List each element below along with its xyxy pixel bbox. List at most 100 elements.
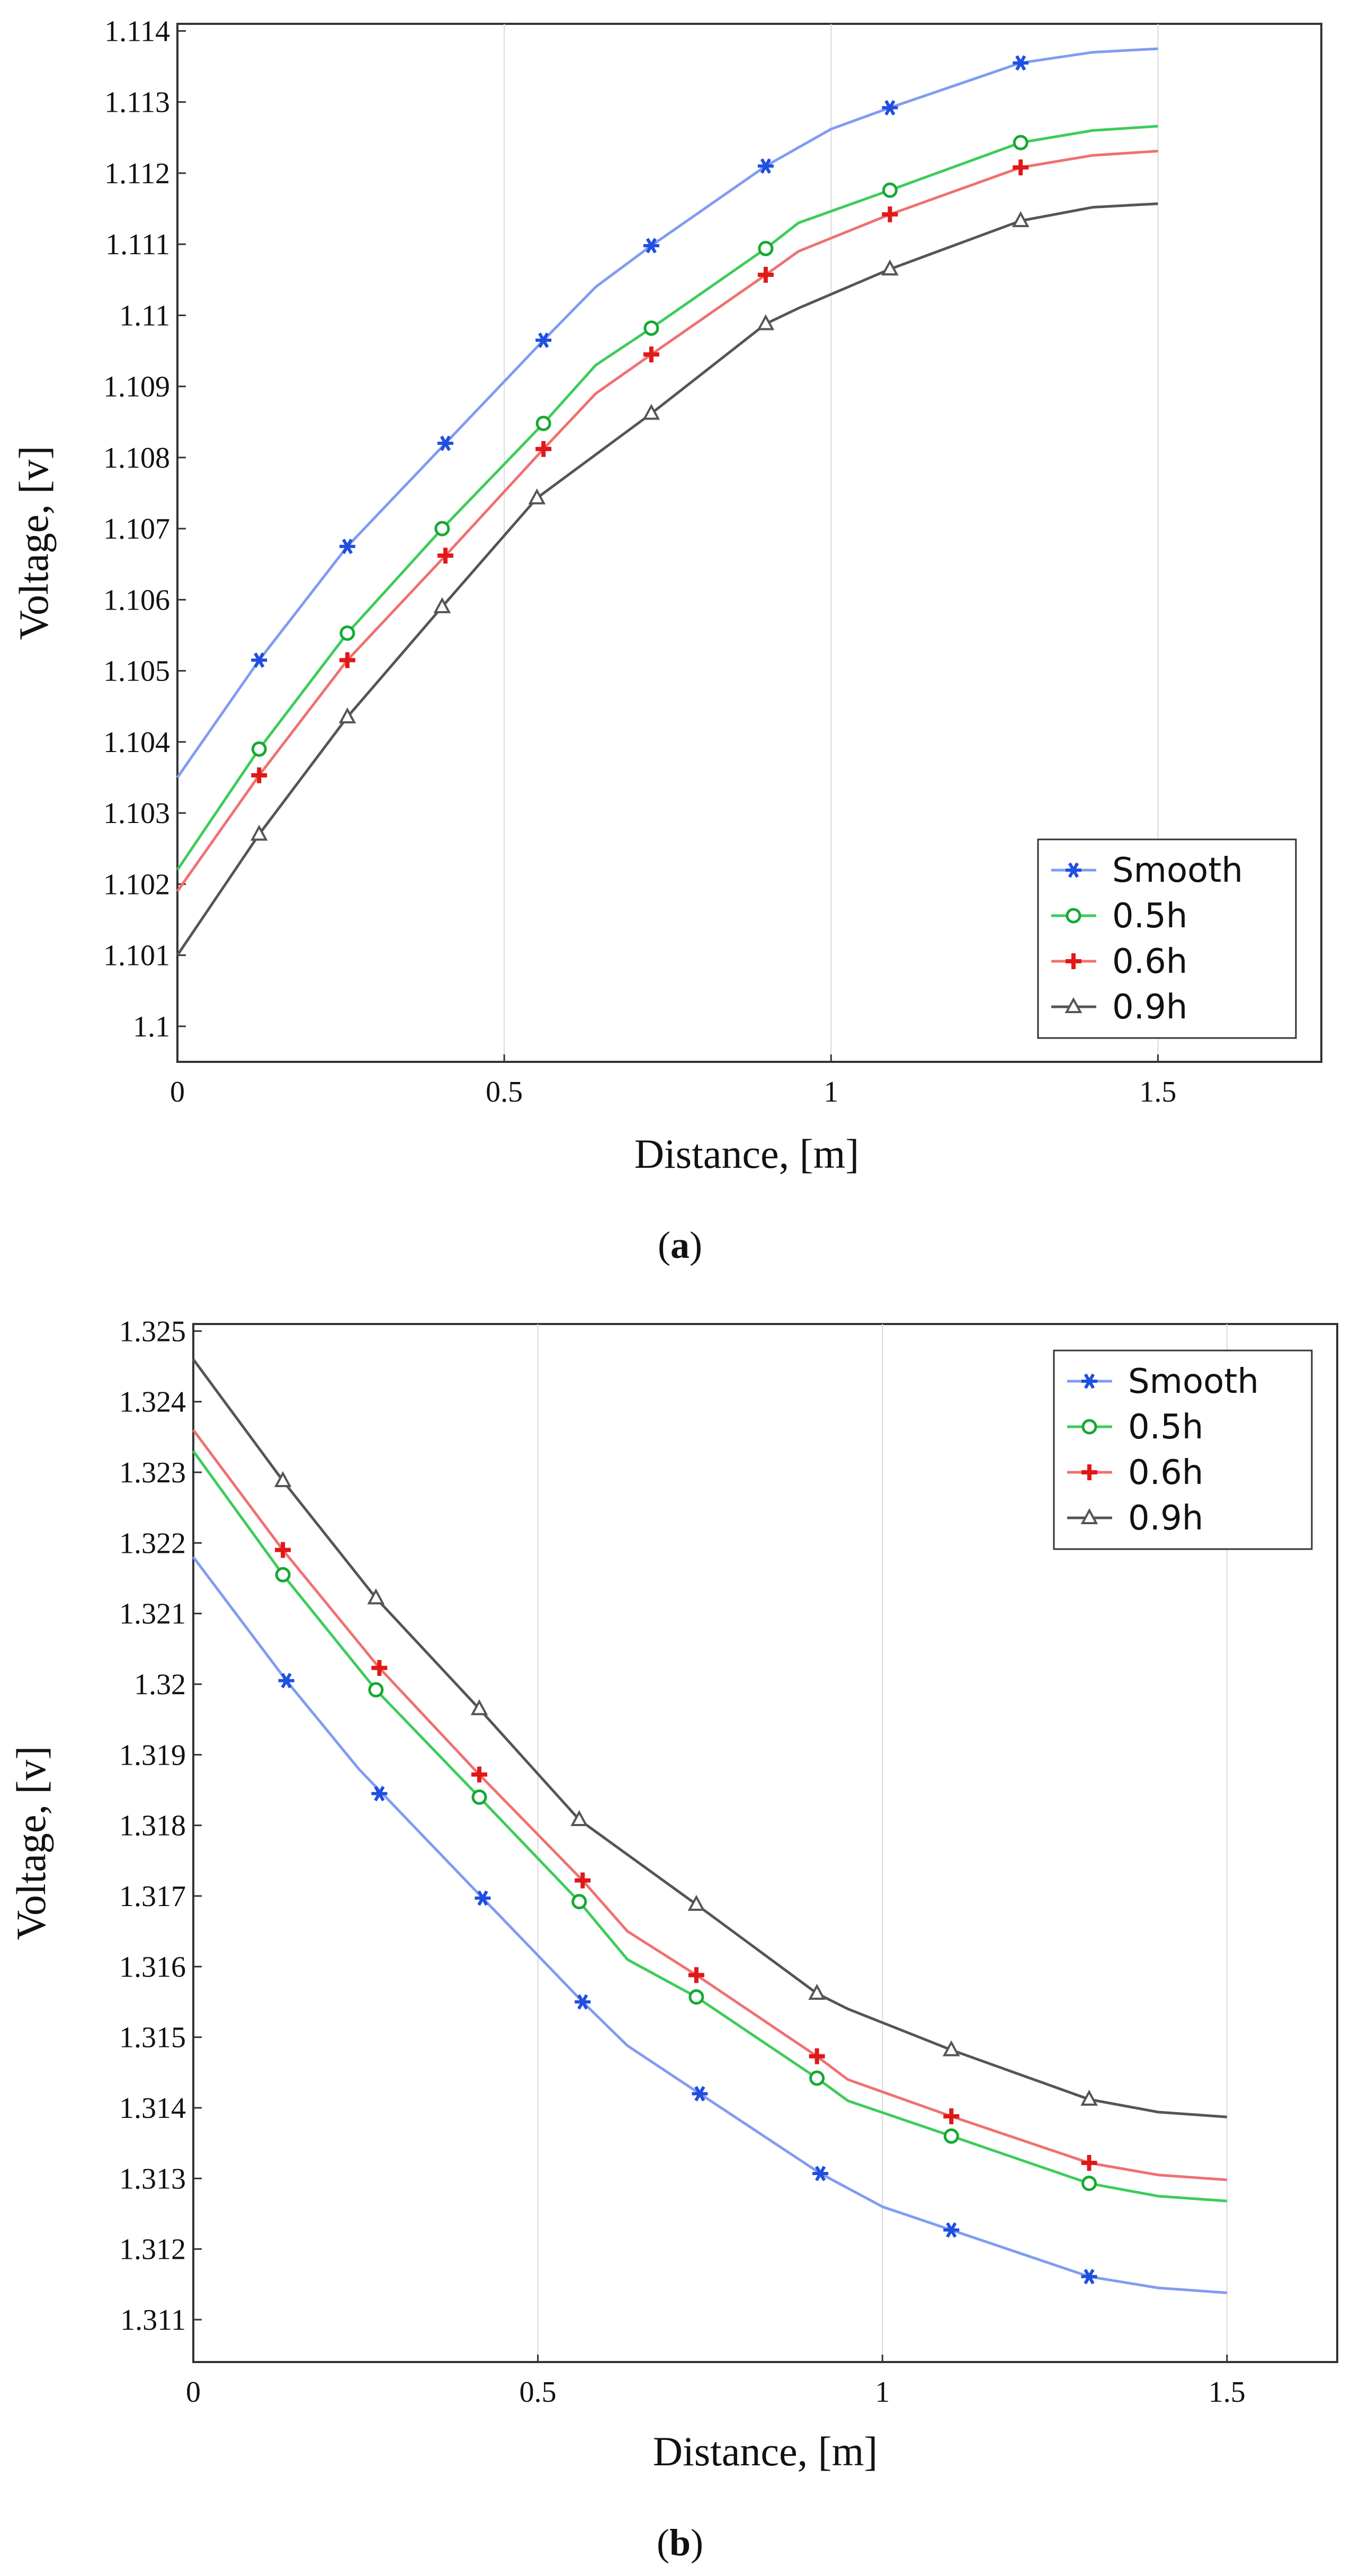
x-axis-label-b: Distance, [m] <box>653 2428 878 2474</box>
data-point-marker <box>1081 2155 1097 2171</box>
y-tick-label: 1.103 <box>103 797 170 830</box>
data-point-marker <box>1081 2176 1097 2192</box>
data-point-marker <box>275 1567 291 1582</box>
caption-b-letter: b <box>669 2521 691 2564</box>
y-tick-label: 1.322 <box>119 1527 186 1560</box>
caption-a-letter: a <box>670 1224 690 1266</box>
y-tick-label: 1.319 <box>119 1739 186 1772</box>
data-point-marker <box>757 314 775 330</box>
legend-b: Smooth 0.5h 0.6h 0.9h <box>1053 1349 1313 1550</box>
data-point-marker <box>643 238 659 254</box>
legend-item: 0.9h <box>1067 1499 1203 1538</box>
y-tick-label: 1.314 <box>119 2092 186 2125</box>
data-point-marker <box>434 521 450 536</box>
legend-label: 0.6h <box>1128 1453 1203 1492</box>
series-line <box>192 1358 1227 2118</box>
y-tick-label: 1.107 <box>103 513 170 545</box>
legend-box-a <box>1037 838 1297 1039</box>
legend-item: 0.6h <box>1067 1453 1203 1492</box>
data-point-marker <box>1013 135 1028 150</box>
data-point-marker <box>470 1699 488 1715</box>
y-tick-label: 1.102 <box>103 868 170 901</box>
y-axis-label-a: Voltage, [v] <box>11 446 57 640</box>
legend-label: 0.9h <box>1128 1499 1203 1538</box>
data-point-marker <box>942 2040 960 2056</box>
y-tick-label: 1.106 <box>103 584 170 616</box>
legend-marker-icon <box>1081 1419 1097 1435</box>
data-point-marker <box>371 1786 388 1802</box>
y-tick-label: 1.101 <box>103 940 170 972</box>
legend-marker-icon <box>1081 1373 1097 1389</box>
data-point-marker <box>757 266 774 283</box>
data-point-marker <box>575 1872 591 1889</box>
series-0-9h <box>192 1358 1227 2118</box>
data-point-marker <box>368 1682 384 1698</box>
data-point-marker <box>339 539 355 554</box>
y-tick-label: 1.311 <box>120 2304 186 2337</box>
data-point-marker <box>437 435 454 451</box>
legend-label: 0.5h <box>1128 1408 1203 1447</box>
y-tick-label: 1.312 <box>119 2233 186 2266</box>
legend-marker-icon <box>1066 908 1081 924</box>
data-point-marker <box>367 1588 385 1605</box>
data-point-marker <box>471 1766 487 1783</box>
x-tick-label: 0.5 <box>486 1076 523 1108</box>
data-point-marker <box>251 652 267 668</box>
data-point-marker <box>471 1789 487 1805</box>
data-point-marker <box>278 1672 294 1688</box>
data-point-marker <box>575 1994 591 2010</box>
legend-marker-icon <box>1066 862 1081 878</box>
series-line <box>176 202 1158 956</box>
legend-marker-icon <box>1064 997 1082 1013</box>
legend-box-b <box>1053 1349 1313 1550</box>
legend-marker-icon <box>1081 1464 1097 1480</box>
data-point-marker <box>812 2166 829 2181</box>
series-smooth <box>192 1556 1227 2294</box>
x-tick-label: 0 <box>186 2376 201 2409</box>
legend-marker-icon <box>1080 1508 1098 1524</box>
y-tick-label: 1.316 <box>119 1951 186 1983</box>
series-0-6h <box>192 1429 1227 2181</box>
y-tick-label: 1.113 <box>104 86 170 119</box>
data-point-marker <box>687 1894 705 1911</box>
y-tick-label: 1.112 <box>104 157 170 190</box>
data-point-marker <box>882 182 898 198</box>
legend-item: 0.9h <box>1051 988 1187 1027</box>
x-tick-label: 1 <box>875 2376 890 2409</box>
data-point-marker <box>882 100 898 115</box>
x-tick-label: 1 <box>824 1076 838 1108</box>
data-point-marker <box>1080 2089 1098 2106</box>
caption-b: (b) <box>657 2521 703 2564</box>
data-point-marker <box>809 2048 825 2064</box>
legend-item: 0.6h <box>1051 942 1187 981</box>
data-point-marker <box>339 625 355 641</box>
series-0-6h <box>176 149 1158 892</box>
data-point-marker <box>881 259 899 276</box>
data-point-marker <box>643 320 659 336</box>
x-axis-ticks-a: 0 0.5 1 1.5 <box>170 1054 1176 1108</box>
y-tick-label: 1.104 <box>103 726 170 759</box>
data-point-marker <box>642 404 660 420</box>
data-point-marker <box>251 741 267 757</box>
data-point-marker <box>339 652 355 668</box>
y-axis-ticks-b: 1.311 1.312 1.313 1.314 1.315 1.316 1.317 1.318… <box>119 1315 202 2337</box>
x-tick-label: 0 <box>170 1076 185 1108</box>
data-point-marker <box>338 707 356 723</box>
data-point-marker <box>528 488 546 505</box>
x-tick-label: 1.5 <box>1139 1076 1176 1108</box>
y-tick-label: 1.111 <box>105 228 170 261</box>
data-point-marker <box>250 825 268 841</box>
data-point-marker <box>275 1542 291 1558</box>
data-point-marker <box>274 1471 292 1487</box>
panel-b-chart: 1.311 1.312 1.313 1.314 1.315 1.316 1.317 1.318… <box>8 1315 1338 2564</box>
y-tick-label: 1.315 <box>119 2022 186 2054</box>
data-point-marker <box>437 548 454 564</box>
data-point-marker <box>1013 55 1029 71</box>
data-point-marker <box>758 240 774 256</box>
data-point-marker <box>943 2222 960 2238</box>
y-axis-label-b: Voltage, [v] <box>8 1746 54 1940</box>
y-tick-label: 1.11 <box>119 299 170 332</box>
legend-item: 0.5h <box>1051 897 1187 936</box>
y-tick-label: 1.321 <box>119 1598 186 1631</box>
legend-label: Smooth <box>1112 851 1243 890</box>
